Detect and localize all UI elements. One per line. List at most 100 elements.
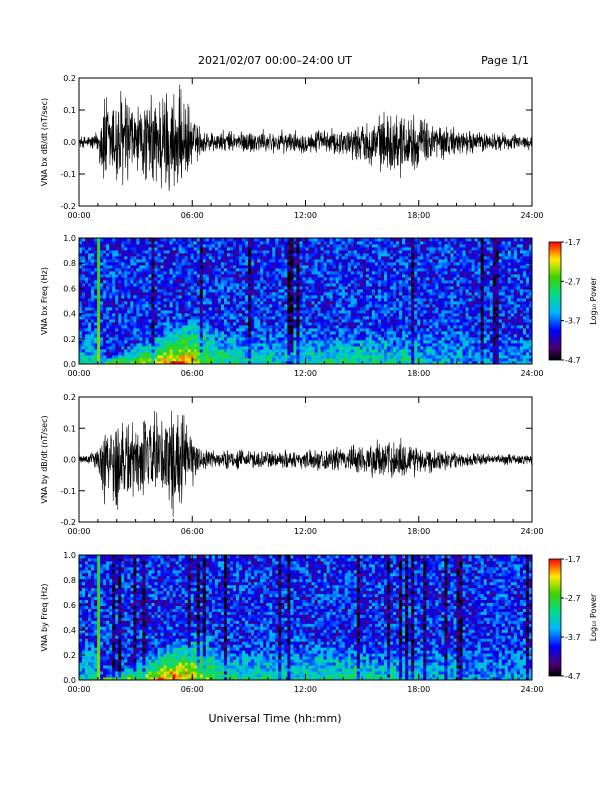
heat-cell: [296, 340, 300, 344]
heat-cell: [91, 301, 95, 305]
heat-cell: [193, 298, 198, 302]
heat-cell: [302, 271, 306, 275]
heat-cell: [426, 331, 430, 335]
heat-cell: [393, 298, 397, 302]
heat-cell: [230, 238, 234, 242]
heat-cell: [205, 307, 210, 311]
heat-cell: [257, 361, 261, 365]
heat-cell: [163, 352, 167, 356]
heat-cell: [374, 262, 379, 266]
heat-cell: [384, 316, 388, 320]
heat-cell: [109, 313, 113, 317]
heat-cell: [287, 310, 291, 314]
heat-cell: [408, 313, 412, 317]
heat-cell: [272, 358, 276, 362]
heat-cell: [103, 334, 107, 338]
heat-cell: [136, 268, 140, 272]
heat-cell: [414, 328, 418, 332]
heat-cell: [175, 313, 180, 317]
heat-cell: [205, 304, 210, 308]
heat-cell: [236, 262, 240, 266]
heat-cell: [326, 241, 331, 245]
heat-cell: [417, 250, 421, 254]
heat-cell: [184, 241, 189, 245]
heat-cell: [302, 322, 306, 326]
heat-cell: [390, 355, 394, 359]
heat-cell: [287, 355, 291, 359]
heat-cell: [275, 265, 279, 269]
heat-cell: [184, 301, 189, 305]
heat-cell: [163, 334, 167, 338]
heat-cell: [420, 325, 424, 329]
heat-cell: [311, 241, 315, 245]
heat-cell: [242, 286, 246, 290]
heat-cell: [220, 349, 225, 353]
heat-cell: [353, 322, 358, 326]
x-tick-label: 06:00: [181, 211, 204, 220]
heat-cell: [266, 262, 270, 266]
heat-cell: [402, 250, 406, 254]
heat-cell: [323, 325, 328, 329]
heat-cell: [341, 316, 346, 320]
heat-cell: [79, 244, 83, 248]
heat-cell: [245, 352, 249, 356]
heat-cell: [151, 337, 155, 341]
heat-cell: [184, 328, 189, 332]
heat-cell: [220, 316, 225, 320]
heat-cell: [350, 265, 355, 269]
heat-cell: [133, 295, 137, 299]
heat-cell: [112, 250, 116, 254]
heat-cell: [97, 301, 101, 305]
heat-cell: [350, 292, 355, 296]
heat-cell: [163, 343, 167, 347]
heat-cell: [384, 289, 388, 293]
heat-cell: [377, 268, 382, 272]
heat-cell: [423, 355, 427, 359]
heat-cell: [169, 250, 174, 254]
heat-cell: [287, 340, 291, 344]
heat-cell: [91, 238, 95, 242]
heat-cell: [432, 310, 436, 314]
heat-cell: [214, 268, 219, 272]
heat-cell: [266, 316, 270, 320]
heat-cell: [233, 343, 237, 347]
heat-cell: [417, 259, 421, 263]
heat-cell: [148, 280, 152, 284]
heat-cell: [423, 307, 427, 311]
heat-cell: [94, 265, 98, 269]
heat-cell: [236, 325, 240, 329]
heat-cell: [248, 355, 252, 359]
heat-cell: [329, 346, 334, 350]
heat-cell: [432, 316, 436, 320]
heat-cell: [368, 334, 373, 338]
heat-cell: [299, 244, 303, 248]
heat-cell: [214, 355, 219, 359]
heat-cell: [205, 298, 210, 302]
heat-cell: [408, 289, 412, 293]
heat-cell: [290, 352, 294, 356]
heat-cell: [269, 322, 273, 326]
heat-cell: [308, 325, 312, 329]
heat-cell: [251, 286, 255, 290]
heat-cell: [97, 325, 101, 329]
heat-cell: [217, 262, 222, 266]
heat-cell: [100, 313, 104, 317]
heat-cell: [387, 310, 391, 314]
heat-cell: [79, 259, 83, 263]
heat-cell: [223, 322, 228, 326]
heat-cell: [338, 325, 343, 329]
heat-cell: [402, 325, 406, 329]
heat-cell: [335, 256, 340, 260]
heat-cell: [296, 301, 300, 305]
heat-cell: [368, 307, 373, 311]
heat-cell: [220, 247, 225, 251]
heat-cell: [220, 271, 225, 275]
heat-cell: [305, 286, 309, 290]
heat-cell: [299, 265, 303, 269]
heat-cell: [362, 361, 367, 365]
heat-cell: [390, 298, 394, 302]
heat-cell: [148, 352, 152, 356]
heat-cell: [408, 340, 412, 344]
heat-cell: [151, 289, 155, 293]
heat-cell: [387, 292, 391, 296]
